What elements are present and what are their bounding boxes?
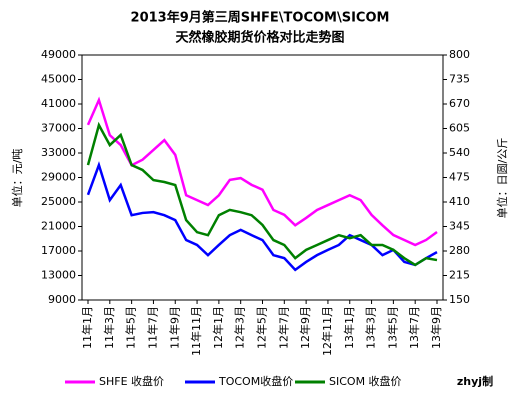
x-tick-label: 13年5月 [385,306,399,349]
y-tick-label: 29000 [41,171,76,184]
y-tick-label: 37000 [41,122,76,135]
y2-tick-label: 475 [449,171,470,184]
y2-tick-label: 670 [449,97,470,110]
x-tick-label: 11年5月 [124,306,138,349]
y-tick-label: 21000 [41,220,76,233]
y2-axis-label: 单位：日圆/公斤 [495,138,509,219]
plot-frame [81,54,444,301]
y-tick-label: 17000 [41,244,76,257]
legend-label: SICOM 收盘价 [329,374,402,388]
x-tick-label: 11年3月 [102,306,116,349]
x-tick-label: 13年1月 [342,306,356,349]
x-tick-label: 12年1月 [211,306,225,349]
x-tick-label: 12年5月 [255,306,269,349]
y2-tick-label: 735 [449,73,470,86]
x-tick-label: 11年9月 [167,306,181,349]
x-tick-label: 12年3月 [233,306,247,349]
legend-label: SHFE 收盘价 [99,374,164,388]
y-axis-label: 单位：元/吨 [10,149,24,208]
annotation: zhyj制 [457,374,493,388]
y-tick-label: 9000 [48,293,76,306]
x-tick-label: 11年1月 [80,306,94,349]
x-tick-label: 12年7月 [276,306,290,349]
chart-title: 2013年9月第三周SHFE\TOCOM\SICOM [131,10,390,26]
x-tick-label: 13年7月 [407,306,421,349]
x-tick-label: 11年7月 [145,306,159,349]
series-line [86,161,438,272]
legend-label: TOCOM收盘价 [218,374,293,388]
x-tick-label: 13年9月 [429,306,443,349]
y2-tick-label: 215 [449,269,470,282]
y2-tick-label: 605 [449,122,470,135]
x-tick-label: 12年9月 [298,306,312,349]
y-tick-label: 49000 [41,48,76,61]
series-line [86,96,438,247]
y-tick-label: 41000 [41,97,76,110]
x-tick-label: 12年11月 [320,306,334,356]
chart-subtitle: 天然橡胶期货价格对比走势图 [175,30,344,46]
series-line [86,121,438,267]
y2-tick-label: 345 [449,220,470,233]
y-tick-label: 33000 [41,146,76,159]
y2-tick-label: 150 [449,293,470,306]
y2-tick-label: 410 [449,195,470,208]
x-tick-label: 13年3月 [364,306,378,349]
y2-tick-label: 800 [449,48,470,61]
x-tick-label: 11年11月 [189,306,203,356]
y2-tick-label: 540 [449,146,470,159]
y-tick-label: 25000 [41,195,76,208]
y-tick-label: 45000 [41,73,76,86]
y-tick-label: 13000 [41,269,76,282]
y2-tick-label: 280 [449,244,470,257]
